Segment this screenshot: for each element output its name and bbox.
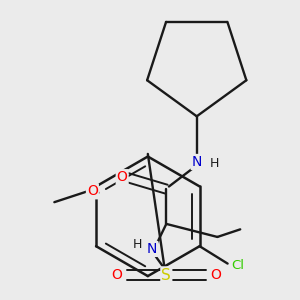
Text: H: H bbox=[133, 238, 142, 251]
Text: O: O bbox=[210, 268, 221, 282]
Text: O: O bbox=[87, 184, 98, 198]
Text: O: O bbox=[117, 170, 128, 184]
Text: Cl: Cl bbox=[231, 259, 244, 272]
Text: O: O bbox=[111, 268, 122, 282]
Text: N: N bbox=[192, 155, 202, 169]
Text: H: H bbox=[210, 157, 219, 170]
Text: S: S bbox=[161, 268, 171, 283]
Text: N: N bbox=[147, 242, 158, 256]
